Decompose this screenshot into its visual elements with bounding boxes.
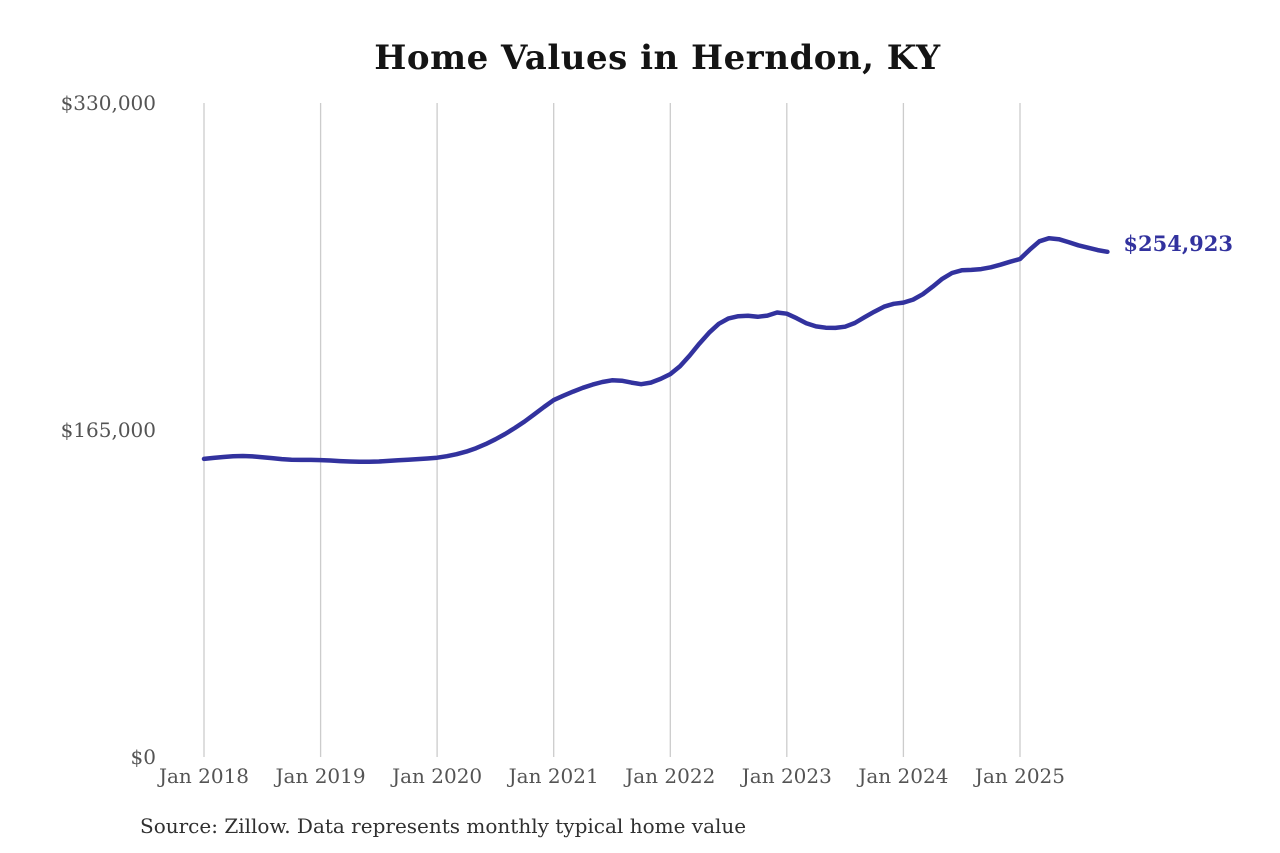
- x-tick-label: Jan 2025: [974, 764, 1065, 788]
- x-tick-label: Jan 2018: [158, 764, 250, 788]
- x-tick-label: Jan 2020: [392, 764, 483, 788]
- latest-value-label: $254,923: [1123, 230, 1233, 256]
- x-tick-label: Jan 2021: [508, 764, 599, 788]
- home-value-line: [201, 235, 1110, 464]
- x-tick-label: Jan 2022: [625, 764, 716, 788]
- y-tick-label: $0: [130, 745, 156, 769]
- x-tick-label: Jan 2023: [741, 764, 832, 788]
- chart-title: Home Values in Herndon, KY: [374, 38, 941, 78]
- y-tick-label: $330,000: [60, 91, 156, 115]
- source-note: Source: Zillow. Data represents monthly …: [140, 814, 747, 838]
- x-tick-label: Jan 2024: [858, 764, 949, 788]
- x-tick-label: Jan 2019: [275, 764, 366, 788]
- y-tick-label: $165,000: [60, 418, 156, 442]
